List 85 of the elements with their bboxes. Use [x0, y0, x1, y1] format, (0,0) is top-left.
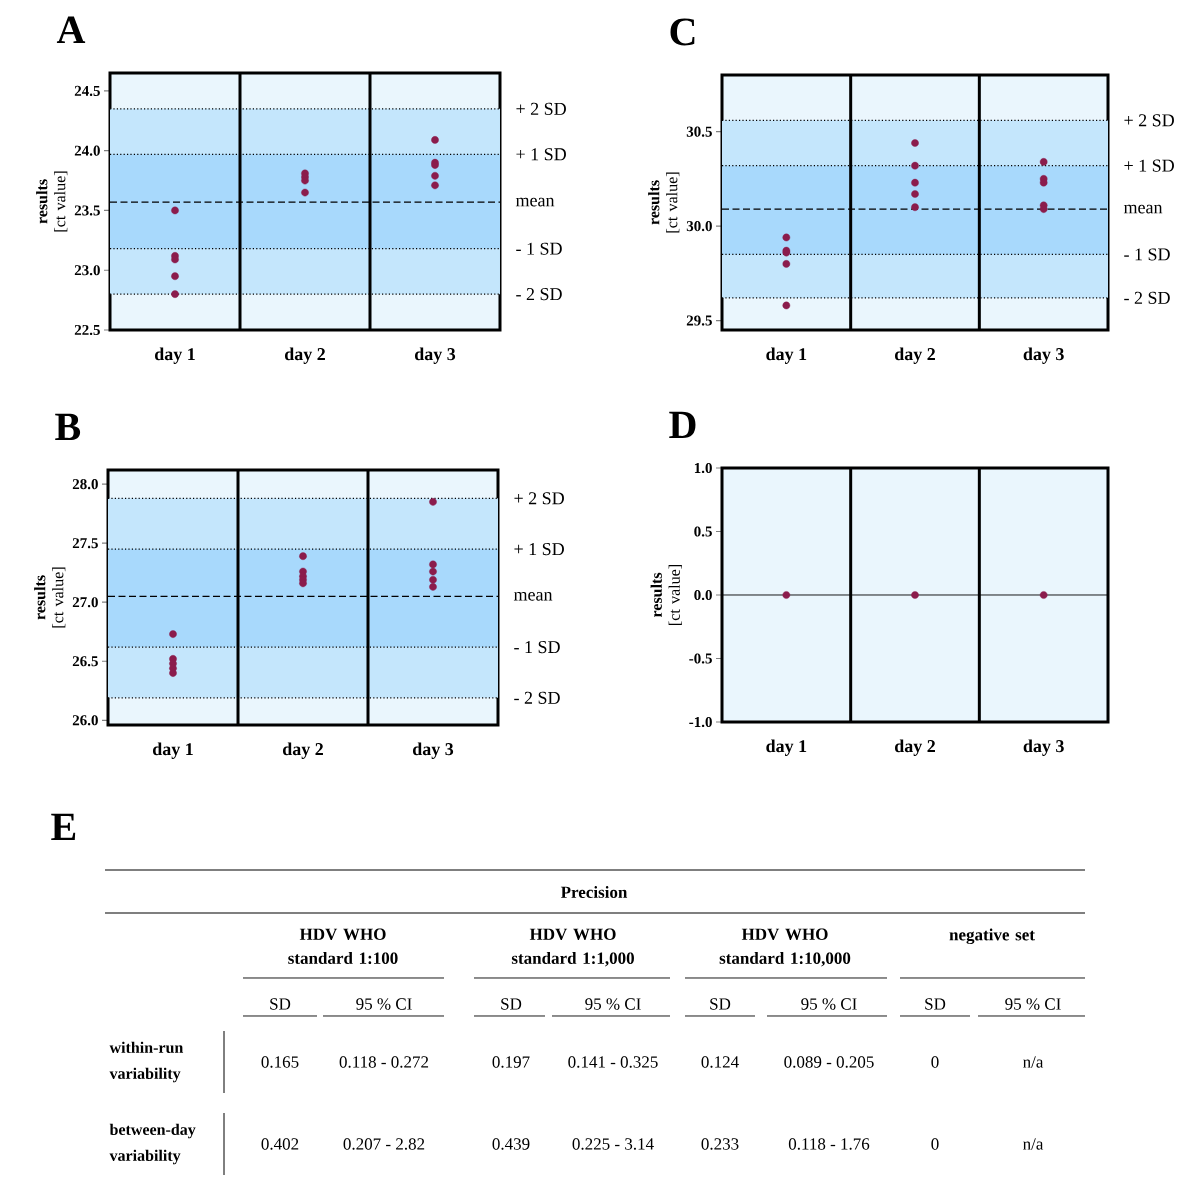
- y-tick-label: 24.0: [74, 145, 100, 156]
- x-tick-label: day 2: [894, 347, 935, 364]
- text: HDV WHO standard 1:100: [288, 928, 398, 965]
- text: 95 % CI: [801, 998, 857, 1010]
- chart-title: C: [670, 18, 695, 46]
- chart-title: B: [55, 413, 81, 441]
- x-tick-label: day 3: [412, 742, 454, 759]
- ref-line-label: - 1 SD: [1124, 248, 1170, 261]
- ref-line-label: mean: [515, 197, 555, 207]
- ref-line-label: - 2 SD: [514, 691, 560, 704]
- y-tick-label: 23.0: [74, 265, 100, 276]
- ref-line-label: + 2 SD: [516, 102, 566, 115]
- y-tick-label: -0.5: [689, 653, 712, 664]
- ref-line-label: - 2 SD: [516, 288, 562, 301]
- y-tick-label: 30.5: [686, 126, 712, 137]
- y-tick-label: 27.0: [72, 597, 98, 608]
- text: E: [51, 813, 76, 840]
- x-tick-label: day 3: [414, 347, 456, 364]
- ref-line-label: + 1 SD: [516, 148, 566, 161]
- y-tick-label: 24.5: [74, 85, 100, 97]
- text: negative set: [949, 928, 1035, 945]
- y-tick-label: -1.0: [689, 716, 712, 728]
- text: 0.225 - 3.14: [572, 1138, 654, 1150]
- y-tick-label: 26.5: [72, 656, 98, 667]
- text: 0.124: [701, 1056, 739, 1068]
- text: 0.197: [492, 1056, 530, 1068]
- text: HDV WHO standard 1:10,000: [719, 928, 851, 967]
- x-tick-label: day 1: [152, 742, 193, 759]
- ref-line-label: + 2 SD: [514, 492, 564, 505]
- y-tick-label: 1.0: [694, 462, 712, 474]
- y-tick-label: 23.5: [74, 205, 100, 216]
- chart-title: A: [56, 16, 86, 43]
- y-tick-label: 0.0: [694, 589, 712, 601]
- x-tick-label: day 1: [766, 347, 807, 364]
- text: 0.118 - 0.272: [339, 1056, 429, 1068]
- text: 0.118 - 1.76: [788, 1138, 870, 1150]
- chart-title: D: [669, 411, 696, 439]
- ref-line-label: - 1 SD: [516, 242, 562, 255]
- y-tick-label: 27.5: [72, 538, 98, 549]
- y-tick-label: 29.5: [686, 315, 712, 326]
- y-axis-title: results [ct value]: [650, 565, 682, 625]
- ref-line-label: + 1 SD: [1124, 159, 1174, 172]
- y-axis-title: results [ct value]: [648, 172, 680, 233]
- text: SD: [710, 998, 731, 1010]
- ref-line-label: + 2 SD: [1124, 114, 1174, 127]
- text: 0.165: [261, 1056, 299, 1068]
- text: 0.439: [492, 1138, 530, 1150]
- text: 0.233: [701, 1138, 739, 1150]
- y-tick-label: 0.5: [694, 526, 712, 537]
- text: within-run variability: [109, 1041, 184, 1083]
- x-tick-label: day 2: [284, 347, 325, 364]
- text: 0: [931, 1138, 939, 1150]
- x-tick-label: day 1: [154, 347, 195, 364]
- text: n/a: [1023, 1138, 1044, 1150]
- y-axis-title: results [ct value]: [34, 567, 66, 628]
- text: 95 % CI: [585, 998, 641, 1010]
- text: 0.089 - 0.205: [784, 1056, 874, 1068]
- text: 95 % CI: [1005, 998, 1061, 1010]
- text: 0: [931, 1056, 939, 1068]
- y-tick-label: 26.0: [72, 715, 98, 726]
- text: HDV WHO standard 1:1,000: [511, 928, 634, 967]
- ref-line-label: + 1 SD: [514, 543, 564, 556]
- y-tick-label: 28.0: [72, 479, 98, 490]
- ref-line-label: - 2 SD: [1124, 291, 1170, 304]
- text: 0.402: [261, 1138, 299, 1150]
- y-tick-label: 30.0: [686, 221, 712, 232]
- text: SD: [270, 998, 291, 1010]
- x-tick-label: day 3: [1023, 347, 1064, 364]
- ref-line-label: mean: [513, 591, 553, 601]
- x-tick-label: day 2: [282, 742, 323, 759]
- text: SD: [925, 998, 946, 1010]
- x-tick-label: day 1: [766, 739, 807, 756]
- x-tick-label: day 3: [1023, 739, 1064, 756]
- y-axis-title: results [ct value]: [36, 171, 68, 232]
- text: 0.141 - 0.325: [568, 1056, 658, 1068]
- text: between-day variability: [109, 1123, 196, 1165]
- text: Precision: [560, 886, 628, 898]
- text: n/a: [1023, 1056, 1044, 1068]
- x-tick-label: day 2: [894, 739, 935, 756]
- text: 95 % CI: [356, 998, 412, 1010]
- ref-line-label: mean: [1123, 204, 1163, 214]
- text: 0.207 - 2.82: [343, 1138, 425, 1150]
- ref-line-label: - 1 SD: [514, 641, 560, 654]
- y-tick-label: 22.5: [74, 324, 100, 336]
- text: SD: [501, 998, 522, 1010]
